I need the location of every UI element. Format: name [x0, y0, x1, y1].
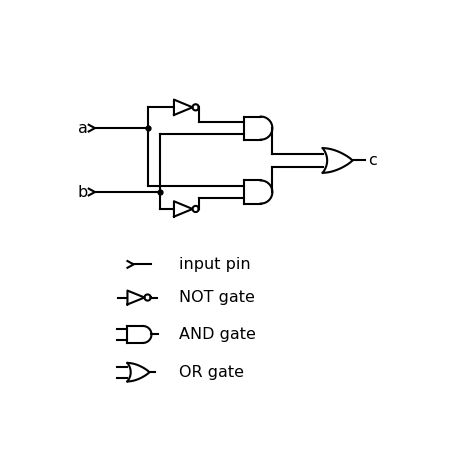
Text: b: b [77, 185, 88, 200]
Text: input pin: input pin [179, 257, 251, 272]
Text: a: a [78, 120, 87, 136]
Text: NOT gate: NOT gate [179, 290, 255, 305]
Text: OR gate: OR gate [179, 365, 245, 380]
Text: AND gate: AND gate [179, 327, 256, 342]
Text: c: c [368, 153, 376, 168]
